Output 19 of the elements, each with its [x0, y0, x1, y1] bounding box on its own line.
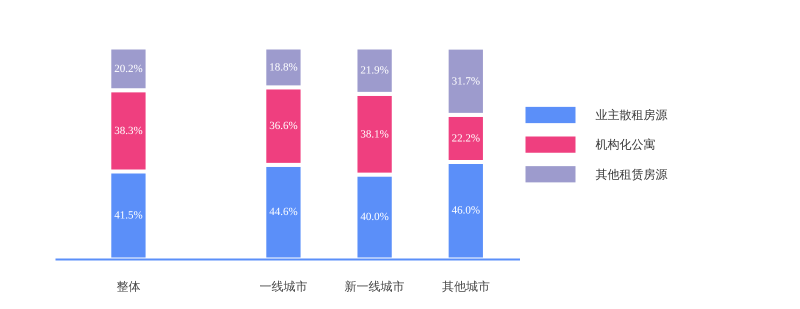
data-label: 44.6%	[269, 206, 298, 218]
data-label: 21.9%	[360, 64, 389, 77]
x-tick-label: 其他城市	[442, 280, 490, 294]
data-label: 20.2%	[114, 62, 143, 75]
data-label: 38.3%	[114, 124, 143, 137]
x-tick-label: 整体	[116, 280, 140, 294]
data-label: 36.6%	[269, 120, 298, 132]
legend-label: 其他租赁房源	[596, 167, 668, 182]
x-tick-label: 一线城市	[259, 280, 308, 294]
data-label: 22.2%	[452, 132, 480, 144]
data-label: 40.0%	[360, 211, 389, 224]
data-label: 38.1%	[360, 128, 389, 140]
legend-label: 业主散租房源	[596, 108, 668, 122]
data-label: 41.5%	[114, 210, 143, 222]
legend-label: 机构化公寓	[596, 138, 656, 152]
x-tick-label: 新一线城市	[344, 280, 405, 294]
data-label: 46.0%	[452, 204, 480, 217]
data-label: 18.8%	[269, 61, 298, 74]
data-label: 31.7%	[452, 75, 480, 88]
